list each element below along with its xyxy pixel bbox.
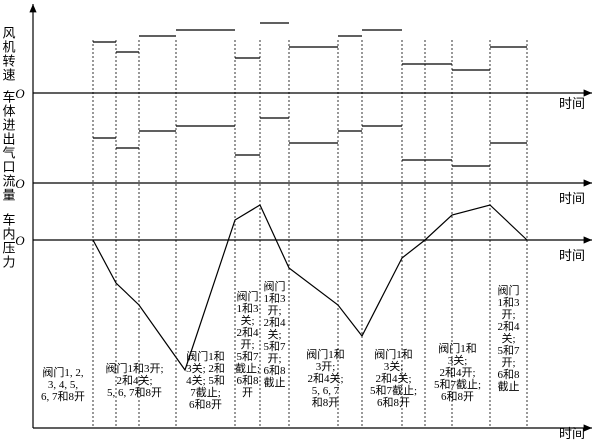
valve-note: 1和3 (498, 296, 520, 309)
valve-note: 阀门 (237, 289, 259, 303)
valve-note: 阀门1和 (186, 349, 225, 363)
time-label: 时间 (559, 96, 585, 111)
valve-note: 3关; (384, 359, 404, 373)
valve-note: 开; (501, 309, 515, 321)
valve-note: 关; (267, 327, 281, 341)
valve-note: 2和4关; (116, 373, 152, 387)
origin-label: O (15, 86, 25, 101)
valve-note: 3关; (448, 353, 468, 367)
valve-note: 6和8开 (377, 396, 410, 409)
valve-note: 阀门1和3开; (105, 361, 163, 375)
valve-note: 5, 6, 7和8开 (107, 386, 162, 399)
valve-note: 3, 4, 5, (48, 379, 79, 391)
valve-note: 2和4 (264, 316, 286, 329)
valve-note: 2和4开; (439, 366, 475, 379)
valve-note: 2和4 (498, 320, 520, 333)
valve-note: 阀门1, 2, (42, 365, 83, 379)
valve-note: 开; (240, 339, 254, 351)
valve-note: 阀门1和 (374, 347, 413, 361)
y-label: 车体进出气口流量 (1, 89, 16, 202)
valve-note: 6和8 (237, 374, 259, 387)
valve-note: 开; (267, 305, 281, 317)
valve-note: 3开; (316, 361, 336, 373)
valve-note: 2和4关; (307, 371, 343, 385)
phase-dividers (92, 40, 528, 426)
valve-note: 7截止; (190, 385, 221, 399)
time-label: 时间 (559, 191, 585, 206)
axes (29, 4, 592, 432)
valve-note: 6和8开 (441, 390, 474, 403)
valve-note: 5和7 (237, 350, 259, 363)
y-label: 车内压力 (1, 212, 16, 269)
valve-note: 开 (242, 387, 253, 399)
time-label: 时间 (559, 248, 585, 263)
valve-note: 开; (501, 357, 515, 369)
valve-note: 6和8 (264, 364, 286, 377)
valve-note: 3关; 2和 (186, 361, 225, 375)
valve-note: 1和3 (264, 292, 286, 305)
valve-note: 关; (240, 313, 254, 327)
valve-note: 5和7截止; (370, 383, 417, 397)
valve-note: 开; (267, 353, 281, 365)
origin-label: O (15, 233, 25, 248)
valve-note: 1和3 (237, 302, 259, 315)
y-label: 风机转速 (1, 26, 16, 82)
valve-note: 阀门 (498, 283, 520, 297)
valve-note: 截止 (498, 379, 520, 393)
valve-note: 5和7 (264, 340, 286, 353)
time-label: 时间 (559, 426, 585, 441)
valve-note: 和8开 (312, 396, 340, 409)
valve-note: 4关; 5和 (186, 373, 225, 387)
valve-note: 6和8开 (189, 398, 222, 411)
valve-note: 阀门1和 (438, 341, 477, 355)
valve-note: 阀门1和 (306, 347, 345, 361)
pressure-curve (92, 204, 528, 372)
valve-note: 阀门 (264, 279, 286, 293)
level-segments (93, 22, 527, 167)
valve-note: 截止 (264, 375, 286, 389)
valve-note: 截止; (235, 361, 260, 375)
valve-note: 6和8 (498, 368, 520, 381)
valve-note: 关; (501, 331, 515, 345)
valve-note: 6, 7和8开 (41, 390, 85, 403)
valve-note: 5和7 (498, 344, 520, 357)
valve-note: 5和7截止; (434, 377, 481, 391)
origin-label: O (15, 176, 25, 191)
valve-note: 5, 6, 7 (312, 385, 340, 397)
valve-note: 2和4 (237, 326, 259, 339)
valve-note: 2和4关; (375, 371, 411, 385)
